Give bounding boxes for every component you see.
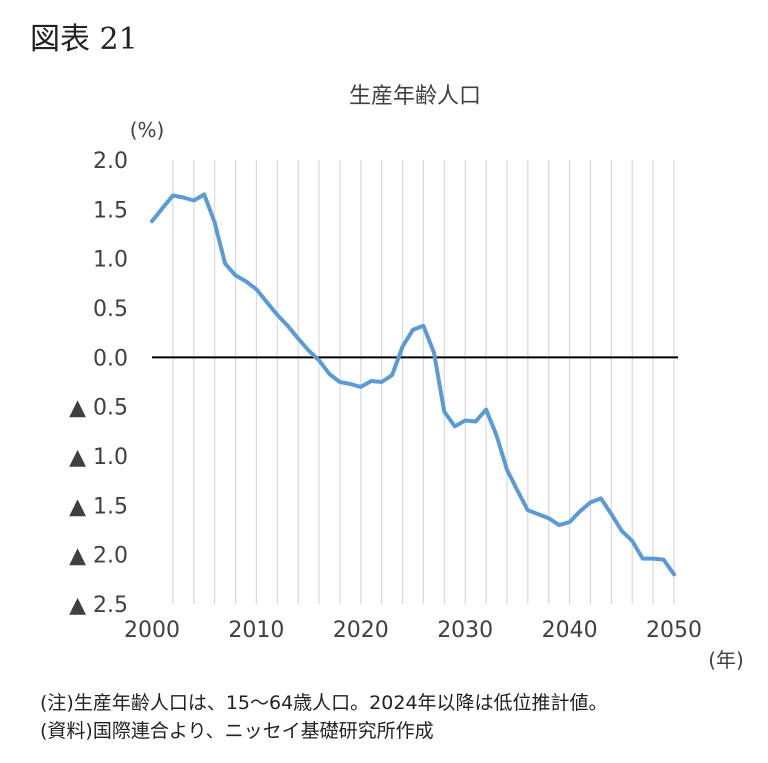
line-chart: 2.0 1.5 1.0 0.5 0.0 ▲ 0.5 ▲ 1.0 ▲ 1.5 ▲ 2.0 ▲ 2.5…	[69, 84, 744, 672]
y-tick-label: ▲ 1.0	[69, 445, 128, 470]
x-tick-label: 2010	[228, 618, 284, 643]
x-tick-label: 2040	[542, 618, 598, 643]
y-tick-label: ▲ 1.5	[69, 494, 128, 519]
x-tick-labels: 2000 2010 2020 2030 2040 2050	[124, 618, 702, 643]
y-tick-label: ▲ 0.5	[69, 396, 128, 421]
y-tick-label: 2.0	[93, 149, 128, 174]
series-line	[150, 192, 676, 577]
y-tick-label: 0.5	[93, 297, 128, 322]
x-tick-label: 2050	[646, 618, 702, 643]
y-tick-label: ▲ 2.0	[69, 544, 128, 569]
y-tick-labels: 2.0 1.5 1.0 0.5 0.0 ▲ 0.5 ▲ 1.0 ▲ 1.5 ▲ 2.0 ▲ 2.5	[69, 149, 128, 618]
x-tick-label: 2030	[437, 618, 493, 643]
x-axis-unit-label: (年)	[708, 648, 744, 672]
y-tick-label: 0.0	[93, 346, 128, 371]
y-tick-label: ▲ 2.5	[69, 593, 128, 618]
grid-lines	[172, 160, 675, 604]
x-tick-label: 2020	[333, 618, 389, 643]
x-tick-label: 2000	[124, 618, 180, 643]
y-tick-label: 1.0	[93, 248, 128, 273]
series-group	[150, 192, 676, 577]
figure-label: 図表 21	[30, 22, 138, 57]
footnote-source: (資料)国際連合より、ニッセイ基礎研究所作成	[40, 720, 434, 742]
y-axis-unit-label: (%)	[130, 118, 165, 142]
footnote-note: (注)生産年齢人口は、15～64歳人口。2024年以降は低位推計値。	[40, 692, 608, 714]
chart-title: 生産年齢人口	[349, 84, 481, 109]
y-tick-label: 1.5	[93, 198, 128, 223]
